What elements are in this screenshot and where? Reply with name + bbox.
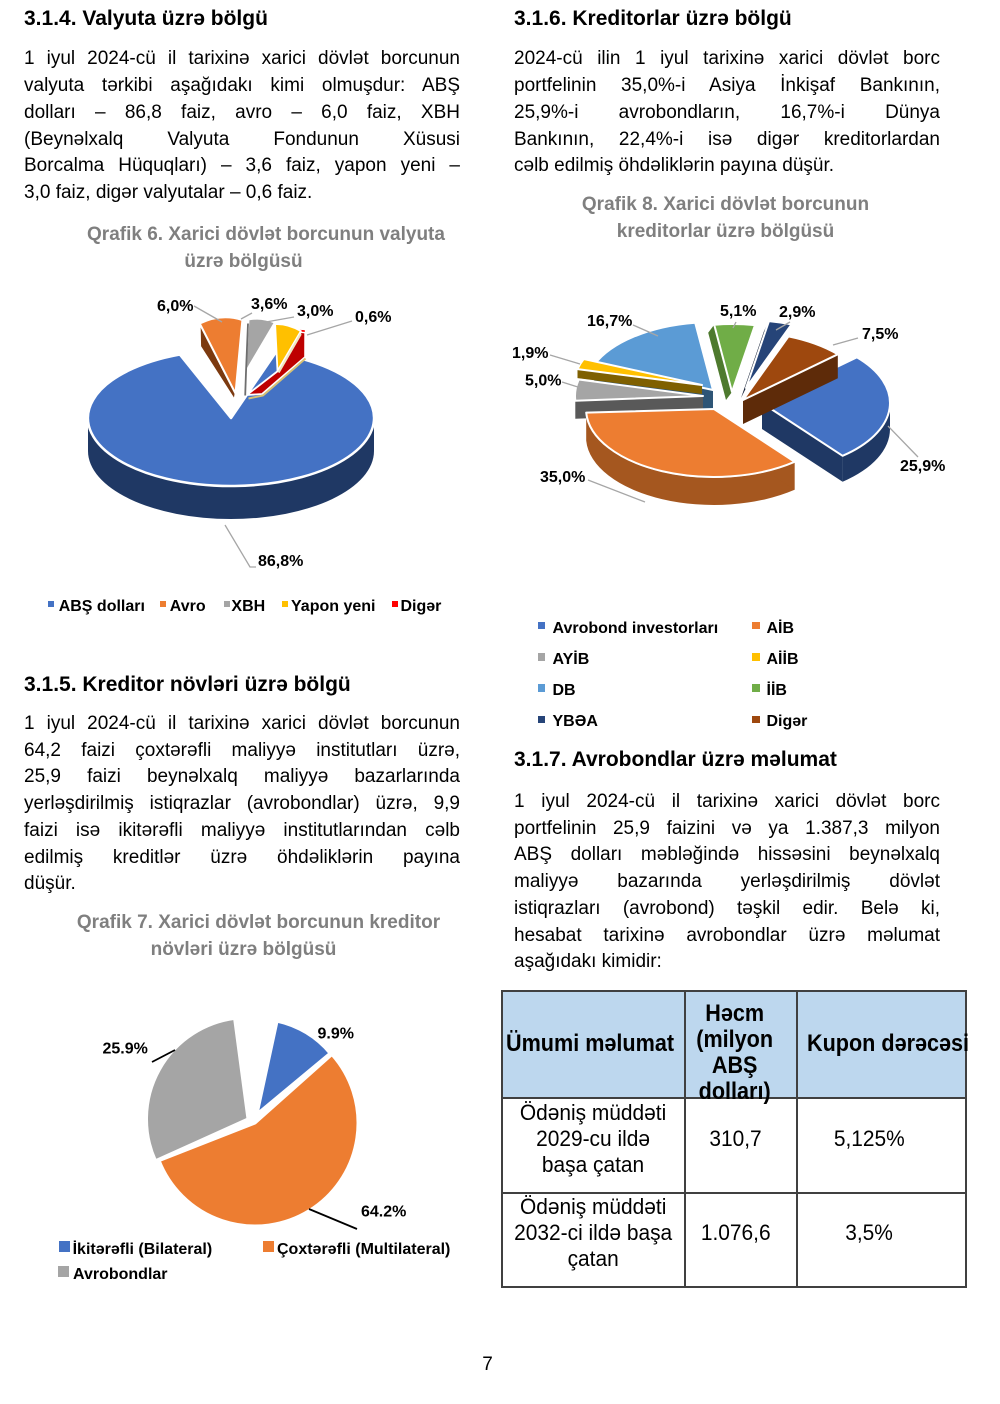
svg-text:9.9%: 9.9%: [318, 1026, 354, 1043]
svg-text:5,1%: 5,1%: [720, 303, 756, 320]
svg-text:3,0%: 3,0%: [297, 303, 333, 320]
svg-text:25,9%: 25,9%: [900, 458, 945, 475]
svg-text:25.9%: 25.9%: [103, 1041, 148, 1058]
svg-text:3,6%: 3,6%: [251, 296, 287, 313]
svg-text:7,5%: 7,5%: [862, 326, 898, 343]
svg-text:16,7%: 16,7%: [587, 313, 632, 330]
svg-text:0,6%: 0,6%: [355, 309, 391, 326]
svg-text:86,8%: 86,8%: [258, 553, 303, 570]
svg-text:2,9%: 2,9%: [779, 304, 815, 321]
svg-text:35,0%: 35,0%: [540, 469, 585, 486]
svg-text:6,0%: 6,0%: [157, 298, 193, 315]
svg-text:1,9%: 1,9%: [512, 345, 548, 362]
svg-text:5,0%: 5,0%: [525, 373, 561, 390]
svg-text:64.2%: 64.2%: [361, 1204, 406, 1221]
